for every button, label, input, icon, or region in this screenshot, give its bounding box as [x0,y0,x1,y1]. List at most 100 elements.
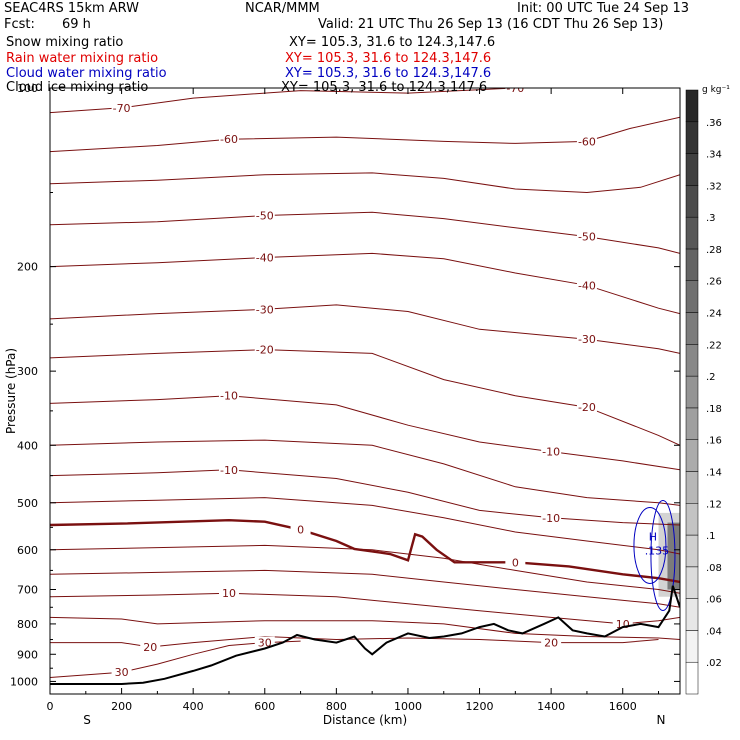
y-tick-label-0: 100 [17,82,38,95]
temperature-contour-10 [50,497,680,555]
colorbar-tick-label-11: .22 [706,340,722,351]
contour-label-bg [254,251,275,264]
start-point-label: S [83,713,91,727]
contour-label-16-0: 20 [143,641,157,654]
temperature-contour-4 [50,252,680,315]
colorbar-swatch-15 [685,185,699,218]
contour-label-4-0: -40 [256,251,274,264]
contour-label-1-1: -60 [578,135,596,148]
temperature-contour-5 [50,304,680,354]
temperature-contour-2 [50,172,680,194]
plot-clip-group: -70 -70 -60 -60 -50 -50 -40 -40 -30 -30 -20 -20 -10 -… [50,82,680,694]
plot-area: -70 -70 -60 -60 -50 -50 -40 -40 -30 -30 -20 -20 -10 -… [50,82,680,694]
legend-cloud-ice-xy: XY= 105.3, 31.6 to 124.3,147.6 [281,80,488,95]
contour-label-9-1: -10 [542,512,560,525]
temperature-contour-9 [50,469,680,526]
contour-label-0-1: -70 [506,82,524,95]
contour-label-0-0: -70 [113,102,131,115]
colorbar-tick-label-7: .14 [706,467,722,478]
terrain-line [50,585,680,685]
colorbar-swatch-5 [685,503,699,536]
x-tick-label-8: 1600 [609,700,637,713]
colorbar-swatch-2 [685,598,699,631]
colorbar-tick-label-17: .34 [706,150,722,161]
y-tick-label-8: 900 [17,648,38,661]
colorbar-swatch-11 [685,312,699,345]
contour-label-16-1: 20 [544,637,558,650]
temperature-contour-13 [50,569,680,608]
colorbar-swatch-4 [685,534,699,568]
contour-label-bg [541,636,562,649]
contour-label-9-0: -10 [220,464,238,477]
temperature-contour-14 [50,592,680,625]
contour-label-3-1: -50 [578,231,596,244]
contour-label-bg [254,636,275,649]
legend-rain-name: Rain water mixing ratio [6,51,159,66]
colorbar-swatch-9 [685,375,699,409]
colorbar-tick-label-16: .32 [706,181,722,192]
contour-label-17-0: 30 [115,666,129,679]
y-axis-title: Pressure (hPa) [4,348,18,434]
contour-label-bg [254,209,275,222]
organization-label: NCAR/MMM [245,1,320,16]
colorbar-swatch-6 [685,471,699,504]
colorbar-swatch-7 [685,439,699,472]
contour-label-bg [541,445,562,458]
contour-label-11-1: 0 [512,556,519,569]
contour-label-bg [541,511,562,524]
y-tick-label-4: 500 [17,497,38,510]
colorbar-tick-label-18: .36 [706,118,722,129]
colorbar-tick-label-3: .06 [706,595,722,606]
x-tick-label-4: 800 [326,700,347,713]
colorbar-swatch-8 [685,407,699,440]
colorbar-tick-label-9: .18 [706,404,722,415]
temperature-contour-3 [50,211,680,254]
colorbar-swatch-10 [685,344,699,377]
legend-cloud-ice-name: Cloud ice mixing ratio [6,80,149,95]
contour-label-bg [254,303,275,316]
contour-label-bg [576,333,597,346]
colorbar-tick-label-6: .12 [706,499,722,510]
valid-time: Valid: 21 UTC Thu 26 Sep 13 (16 CDT Thu … [318,17,664,32]
colorbar-tick-label-15: .3 [706,213,716,224]
contour-label-bg [505,556,526,569]
x-tick-label-7: 1400 [537,700,565,713]
contour-label-14-0: 10 [222,587,236,600]
colorbar: .02 .04 .06 .08 .1 .12 .14 .16 .18 .2 .22 .24 .26 .28… [685,85,730,695]
contour-label-bg [218,587,239,600]
y-tick-label-9: 1000 [10,675,38,688]
contour-label-bg [218,133,239,146]
temperature-contour-8 [50,439,680,506]
colorbar-swatch-1 [685,630,699,663]
colorbar-tick-label-14: .28 [706,245,722,256]
temperature-contour-11 [50,518,680,584]
temperature-contour-6 [50,349,680,446]
x-tick-label-2: 400 [183,700,204,713]
contour-label-bg [505,88,526,94]
legend-rain-xy: XY= 105.3, 31.6 to 124.3,147.6 [285,51,492,66]
colorbar-swatch-17 [685,121,699,154]
colorbar-tick-label-13: .26 [706,277,722,288]
contour-label-bg [218,463,239,476]
contour-label-7-1: -10 [542,446,560,459]
colorbar-swatch-16 [685,153,699,186]
plot-frame [49,87,681,695]
colorbar-tick-label-1: .02 [706,658,722,669]
colorbar-swatch-0 [685,661,699,695]
x-tick-label-3: 600 [254,700,275,713]
cloud-water-contour-inner [650,499,676,611]
contour-label-11-0: 0 [297,524,304,537]
temperature-contour-15 [50,616,680,640]
forecast-hour: 69 h [62,17,91,32]
contour-label-bg [140,641,161,654]
contour-label-bg [254,343,275,356]
contour-label-bg [111,666,132,679]
contour-label-6-1: -20 [578,401,596,414]
colorbar-tick-label-4: .08 [706,563,722,574]
colorbar-tick-label-10: .2 [706,372,716,383]
x-tick-label-6: 1200 [466,700,494,713]
x-tick-label-1: 200 [111,700,132,713]
cloud-water-max-value: .135 [645,544,670,557]
